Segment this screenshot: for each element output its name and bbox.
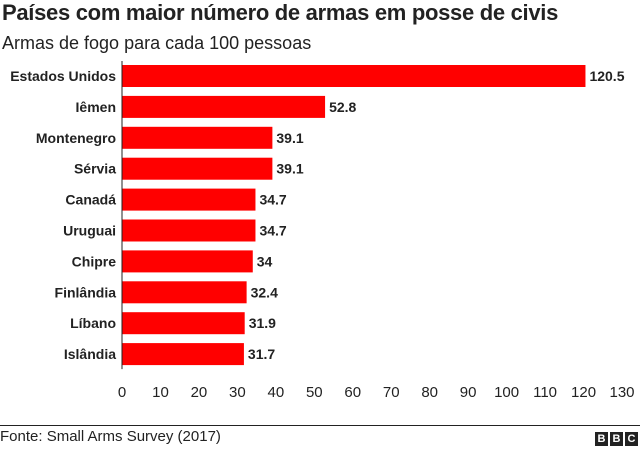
data-label: 32.4 xyxy=(251,284,278,300)
data-label: 39.1 xyxy=(276,130,303,146)
logo-letter-3: C xyxy=(625,432,638,446)
x-tick-label: 50 xyxy=(306,384,323,401)
category-label: Islândia xyxy=(64,346,116,362)
x-tick-label: 10 xyxy=(152,384,169,401)
x-tick-label: 60 xyxy=(344,384,361,401)
category-label: Líbano xyxy=(70,315,116,331)
data-label: 34 xyxy=(257,253,273,269)
category-label: Chipre xyxy=(72,253,117,269)
bar xyxy=(122,250,253,273)
x-tick-label: 90 xyxy=(460,384,477,401)
category-label: Montenegro xyxy=(36,130,116,146)
x-tick-label: 130 xyxy=(609,384,634,401)
bar xyxy=(122,188,256,211)
category-label: Iêmen xyxy=(76,99,116,115)
x-tick-label: 100 xyxy=(494,384,519,401)
bar xyxy=(122,95,326,118)
chart-subtitle: Armas de fogo para cada 100 pessoas xyxy=(2,33,312,53)
chart-title: Países com maior número de armas em poss… xyxy=(2,0,559,25)
x-tick-label: 110 xyxy=(533,384,557,401)
bar xyxy=(122,219,256,242)
source-note: Fonte: Small Arms Survey (2017) xyxy=(0,428,221,445)
bar xyxy=(122,281,247,304)
x-tick-label: 70 xyxy=(383,384,400,401)
bar xyxy=(122,343,244,366)
data-label: 31.9 xyxy=(249,315,276,331)
bbc-logo: B B C xyxy=(595,432,638,446)
bar xyxy=(122,65,586,87)
bar xyxy=(122,157,273,180)
x-tick-label: 20 xyxy=(191,384,208,401)
bar-chart: Estados Unidos 120.5 Iêmen 52.8 Montenegro 39… xyxy=(10,61,635,401)
data-label: 39.1 xyxy=(276,161,303,177)
logo-letter-1: B xyxy=(595,432,608,446)
data-label: 31.7 xyxy=(248,346,275,362)
category-label: Finlândia xyxy=(55,284,117,300)
category-label: Uruguai xyxy=(63,223,116,239)
x-tick-label: 120 xyxy=(571,384,596,401)
x-tick-label: 40 xyxy=(268,384,285,401)
category-label: Estados Unidos xyxy=(10,68,116,84)
data-label: 34.7 xyxy=(259,192,286,208)
x-tick-label: 30 xyxy=(229,384,246,401)
data-label: 120.5 xyxy=(589,68,624,84)
data-label: 52.8 xyxy=(329,99,356,115)
bar xyxy=(122,126,273,149)
x-tick-label: 80 xyxy=(421,384,438,401)
category-label: Sérvia xyxy=(74,161,116,177)
category-label: Canadá xyxy=(65,192,116,208)
data-label: 34.7 xyxy=(259,223,286,239)
logo-letter-2: B xyxy=(610,432,623,446)
footer-divider xyxy=(0,425,640,426)
bar xyxy=(122,312,245,335)
x-tick-label: 0 xyxy=(118,384,126,401)
